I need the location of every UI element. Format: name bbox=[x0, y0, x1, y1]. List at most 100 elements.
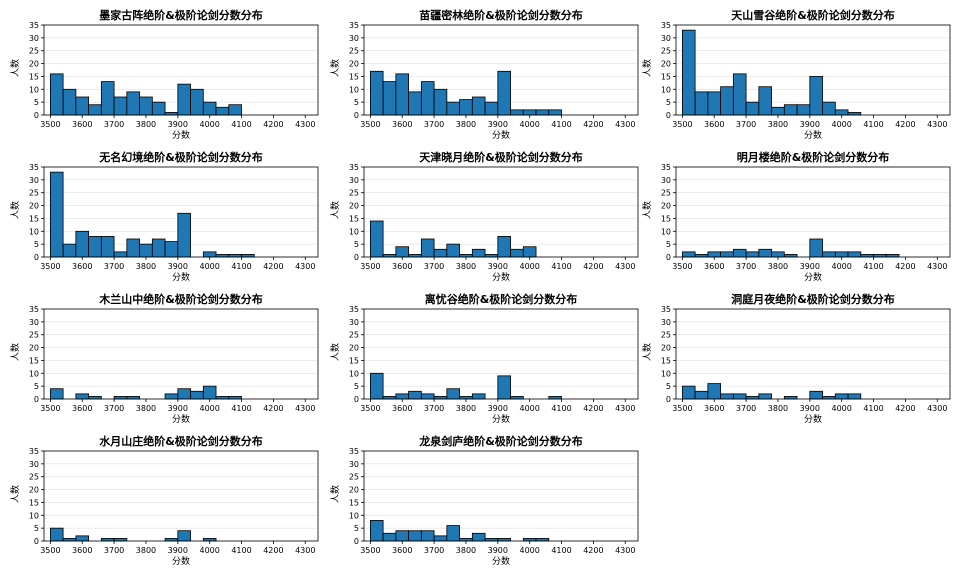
histogram-bar bbox=[62, 243, 77, 258]
y-axis-label: 人数 bbox=[641, 201, 653, 219]
y-tick-label: 5 bbox=[666, 240, 671, 249]
plot-frame bbox=[675, 308, 951, 400]
y-tick-label: 35 bbox=[661, 21, 671, 30]
y-tick-label: 20 bbox=[349, 486, 359, 495]
histogram-bar bbox=[433, 535, 448, 542]
y-tick-label: 10 bbox=[29, 511, 39, 520]
y-tick-label: 10 bbox=[661, 85, 671, 94]
y-tick-label: 0 bbox=[34, 111, 39, 120]
x-tick-label: 3600 bbox=[392, 404, 412, 413]
histogram-bar bbox=[510, 109, 524, 116]
histogram-bar bbox=[420, 393, 435, 400]
y-tick-label: 5 bbox=[354, 524, 359, 533]
y-tick-label: 30 bbox=[661, 318, 671, 327]
histogram-bar bbox=[100, 81, 115, 116]
x-tick-label: 4100 bbox=[551, 546, 571, 555]
x-tick-label: 3500 bbox=[40, 262, 60, 271]
histogram-panel: 苗疆密林绝阶&极阶论剑分数分布 0 5 10 15 20 25 30 35 3500 3600 370… bbox=[328, 5, 644, 145]
x-tick-label: 4300 bbox=[615, 546, 635, 555]
histogram-bar bbox=[822, 101, 836, 116]
y-tick-label: 25 bbox=[661, 47, 671, 56]
x-tick-label: 3900 bbox=[168, 262, 188, 271]
y-tick-label: 5 bbox=[666, 382, 671, 391]
histogram-bar bbox=[771, 106, 785, 116]
histogram-bar bbox=[164, 393, 179, 400]
histogram-bar bbox=[497, 375, 511, 400]
y-tick-label: 25 bbox=[29, 331, 39, 340]
y-tick-label: 15 bbox=[661, 72, 671, 81]
x-axis-label: 分数 bbox=[172, 555, 190, 567]
y-tick-label: 0 bbox=[34, 537, 39, 546]
histogram-svg: 水月山庄绝阶&极阶论剑分数分布 0 5 10 15 20 25 30 35 3500 3600 370… bbox=[9, 434, 319, 567]
y-tick-label: 15 bbox=[349, 356, 359, 365]
histogram-bar bbox=[202, 385, 217, 400]
histogram-bar bbox=[75, 96, 90, 116]
histogram-bar bbox=[732, 393, 747, 400]
x-tick-label: 4200 bbox=[583, 404, 603, 413]
histogram-svg: 无名幻境绝阶&极阶论剑分数分布 0 5 10 15 20 25 30 35 3500 3600 370… bbox=[9, 150, 319, 283]
histogram-panel: 无名幻境绝阶&极阶论剑分数分布 0 5 10 15 20 25 30 35 3500 3600 370… bbox=[8, 147, 324, 287]
x-tick-label: 4200 bbox=[583, 546, 603, 555]
x-tick-label: 4200 bbox=[263, 262, 283, 271]
plot-frame bbox=[363, 166, 639, 258]
histogram-bar bbox=[190, 88, 204, 116]
x-tick-label: 3800 bbox=[136, 546, 156, 555]
histogram-panel: 天山雪谷绝阶&极阶论剑分数分布 0 5 10 15 20 25 30 35 3500 3600 370… bbox=[640, 5, 956, 145]
x-tick-label: 3900 bbox=[800, 262, 820, 271]
x-tick-label: 3900 bbox=[488, 262, 508, 271]
y-tick-label: 10 bbox=[349, 85, 359, 94]
y-tick-label: 30 bbox=[349, 318, 359, 327]
x-tick-label: 4300 bbox=[615, 404, 635, 413]
x-tick-label: 3600 bbox=[72, 262, 92, 271]
histogram-panel: 墨家古阵绝阶&极阶论剑分数分布 0 5 10 15 20 25 30 35 3500 3600 370… bbox=[8, 5, 324, 145]
x-tick-label: 4100 bbox=[231, 404, 251, 413]
x-tick-label: 4200 bbox=[895, 404, 915, 413]
histogram-bar bbox=[164, 241, 179, 258]
chart-title: 天山雪谷绝阶&极阶论剑分数分布 bbox=[731, 8, 895, 22]
histogram-bar bbox=[809, 238, 823, 258]
x-tick-label: 4000 bbox=[199, 546, 219, 555]
x-tick-label: 4100 bbox=[863, 120, 883, 129]
histogram-bar bbox=[707, 91, 722, 116]
y-tick-label: 35 bbox=[661, 163, 671, 172]
y-tick-label: 30 bbox=[29, 460, 39, 469]
x-tick-label: 4300 bbox=[295, 404, 315, 413]
x-tick-label: 4100 bbox=[863, 404, 883, 413]
x-tick-label: 3500 bbox=[40, 546, 60, 555]
histogram-bar bbox=[707, 251, 722, 258]
histogram-bar bbox=[126, 91, 140, 116]
histogram-bar bbox=[395, 393, 410, 400]
x-tick-label: 3800 bbox=[136, 120, 156, 129]
y-tick-label: 5 bbox=[354, 382, 359, 391]
histogram-bar bbox=[49, 73, 64, 116]
histogram-bar bbox=[471, 248, 486, 258]
histogram-bar bbox=[694, 91, 709, 116]
y-tick-label: 10 bbox=[349, 227, 359, 236]
y-axis-label: 人数 bbox=[329, 201, 341, 219]
histogram-bar bbox=[758, 248, 772, 258]
y-tick-label: 10 bbox=[349, 511, 359, 520]
x-tick-label: 3500 bbox=[360, 546, 380, 555]
histogram-bar bbox=[177, 83, 191, 116]
x-tick-label: 4300 bbox=[295, 546, 315, 555]
histogram-bar bbox=[847, 393, 862, 400]
x-axis-label: 分数 bbox=[492, 555, 510, 567]
y-tick-label: 20 bbox=[661, 60, 671, 69]
y-tick-label: 35 bbox=[29, 447, 39, 456]
histogram-bar bbox=[732, 248, 747, 258]
histogram-bar bbox=[433, 88, 448, 116]
histogram-bar bbox=[471, 393, 486, 400]
x-tick-label: 4100 bbox=[231, 120, 251, 129]
histogram-bar bbox=[62, 88, 77, 116]
x-tick-label: 4300 bbox=[615, 120, 635, 129]
histogram-bar bbox=[720, 86, 734, 116]
chart-title: 苗疆密林绝阶&极阶论剑分数分布 bbox=[419, 8, 583, 22]
histogram-bar bbox=[446, 243, 460, 258]
histogram-bar bbox=[681, 29, 696, 116]
histogram-bar bbox=[446, 388, 460, 400]
histogram-bar bbox=[408, 91, 422, 116]
x-tick-label: 4000 bbox=[831, 120, 851, 129]
y-tick-label: 0 bbox=[354, 395, 359, 404]
plot-frame bbox=[675, 166, 951, 258]
histogram-bar bbox=[471, 532, 486, 542]
